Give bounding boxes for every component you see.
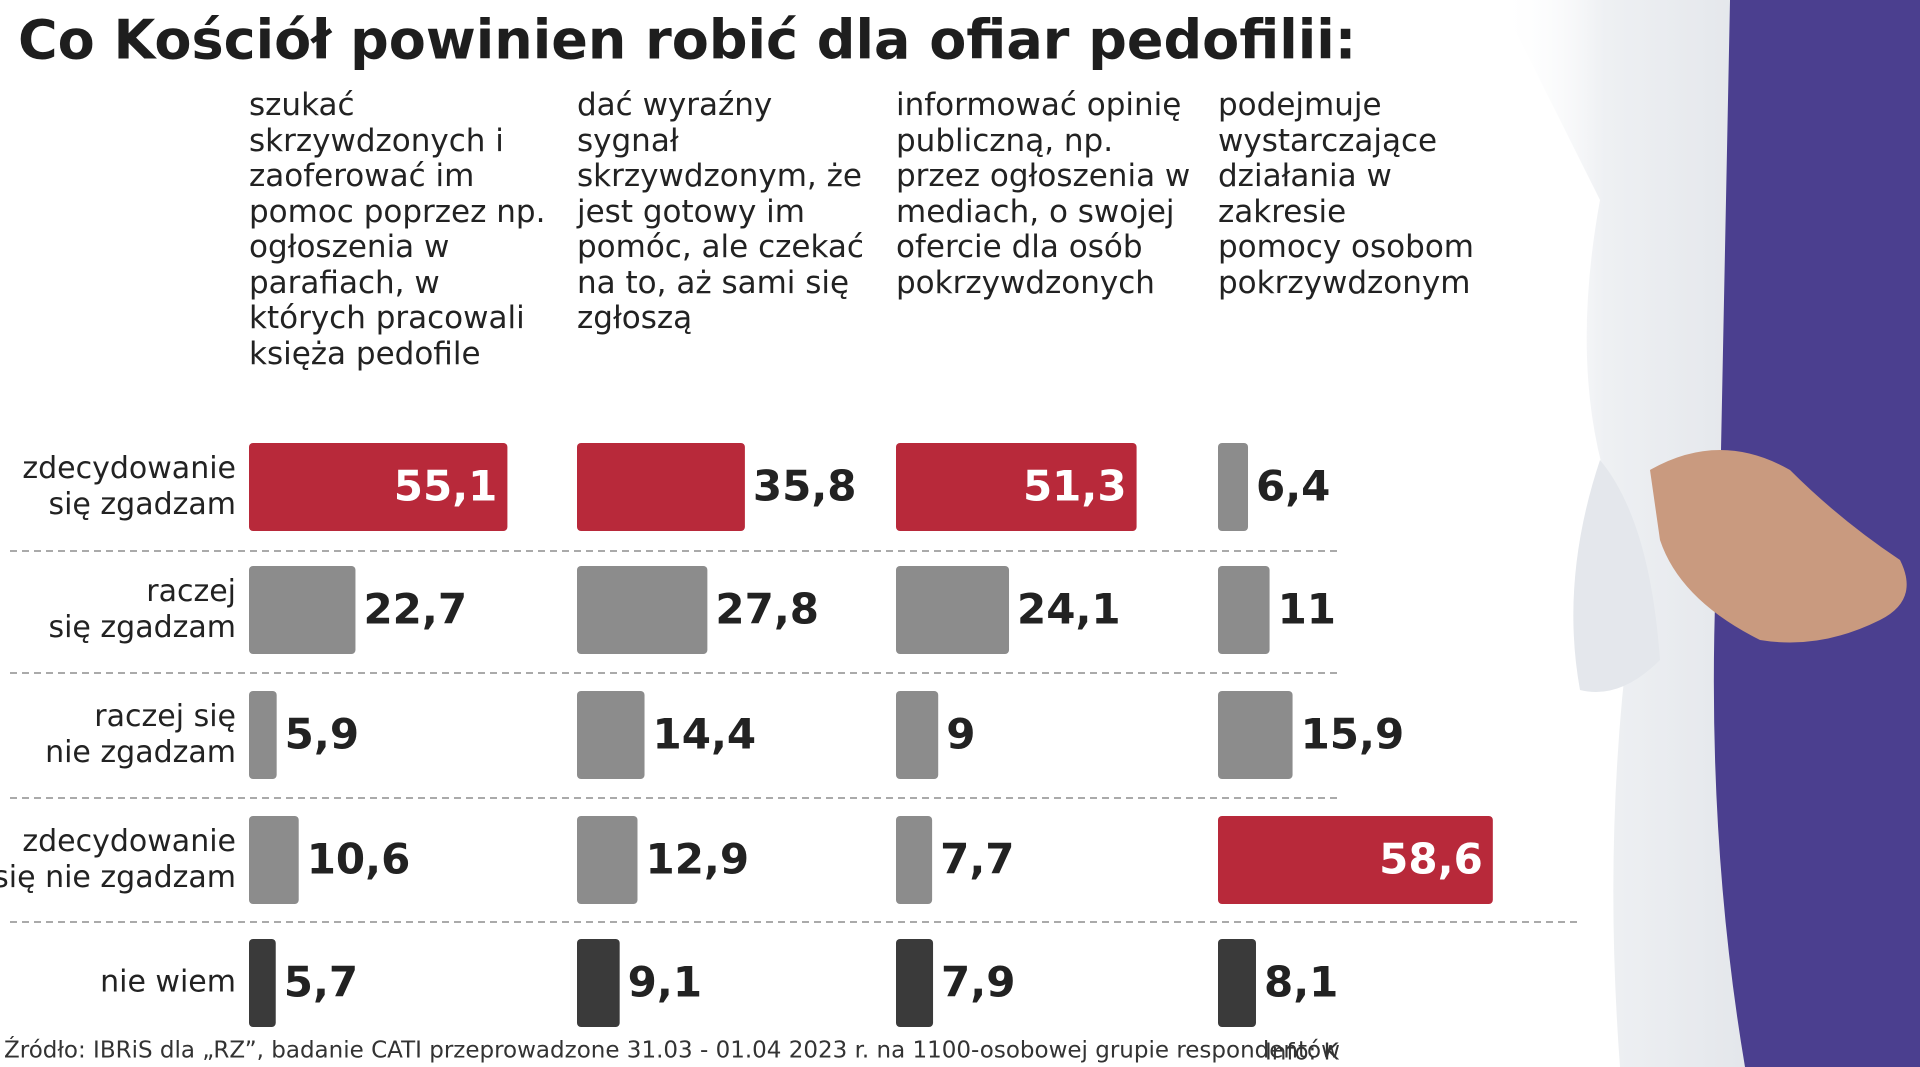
- bar: [1218, 443, 1249, 531]
- bar: [896, 691, 939, 779]
- bar: [249, 691, 277, 779]
- value-label: 58,6: [1379, 835, 1483, 884]
- bar: [577, 691, 645, 779]
- bar: [896, 443, 1137, 531]
- credit: Info: K: [1265, 1040, 1340, 1066]
- bar: [577, 816, 638, 904]
- priest-illustration: [1500, 0, 1920, 1067]
- bar: [249, 939, 276, 1027]
- column-header: informować opinię publiczną, np. przez o…: [896, 87, 1191, 301]
- bar: [1218, 566, 1270, 654]
- category-label: zdecydowanie się nie zgadzam: [0, 824, 236, 895]
- value-label: 9: [946, 710, 975, 759]
- bar: [249, 443, 508, 531]
- chart-title: Co Kościół powinien robić dla ofiar pedo…: [18, 9, 1356, 72]
- value-label: 24,1: [1017, 585, 1121, 634]
- bar: [249, 566, 356, 654]
- column-header: szukać skrzywdzonych i zaoferować im pom…: [249, 87, 546, 372]
- value-label: 5,7: [284, 958, 358, 1007]
- bar: [577, 939, 620, 1027]
- value-label: 14,4: [653, 710, 757, 759]
- bar: [1218, 816, 1493, 904]
- bar: [896, 566, 1010, 654]
- bar: [577, 566, 708, 654]
- value-label: 55,1: [394, 462, 498, 511]
- bar: [577, 443, 745, 531]
- value-label: 9,1: [628, 958, 702, 1007]
- category-label: raczej się zgadzam: [48, 574, 236, 645]
- bar: [1218, 939, 1256, 1027]
- column-header: podejmuje wystarczające działania w zakr…: [1218, 87, 1474, 301]
- category-label: zdecydowanie się zgadzam: [22, 451, 236, 522]
- value-label: 8,1: [1264, 958, 1338, 1007]
- value-label: 27,8: [715, 585, 819, 634]
- value-label: 10,6: [307, 835, 411, 884]
- value-label: 35,8: [753, 462, 857, 511]
- value-label: 15,9: [1301, 710, 1405, 759]
- bar: [896, 939, 934, 1027]
- bar: [249, 816, 299, 904]
- value-label: 12,9: [645, 835, 749, 884]
- value-label: 6,4: [1256, 462, 1330, 511]
- category-label: raczej się nie zgadzam: [45, 699, 236, 770]
- bar: [896, 816, 933, 904]
- value-label: 7,9: [941, 958, 1015, 1007]
- category-label: nie wiem: [100, 965, 236, 1000]
- value-label: 22,7: [363, 585, 467, 634]
- bar: [1218, 691, 1293, 779]
- value-label: 5,9: [285, 710, 359, 759]
- value-label: 7,7: [940, 835, 1014, 884]
- value-label: 51,3: [1023, 462, 1127, 511]
- value-label: 11: [1278, 585, 1336, 634]
- source: Źródło: IBRiS dla „RZ”, badanie CATI prz…: [4, 1036, 1340, 1064]
- column-header: dać wyraźny sygnał skrzywdzonym, że jest…: [577, 87, 864, 336]
